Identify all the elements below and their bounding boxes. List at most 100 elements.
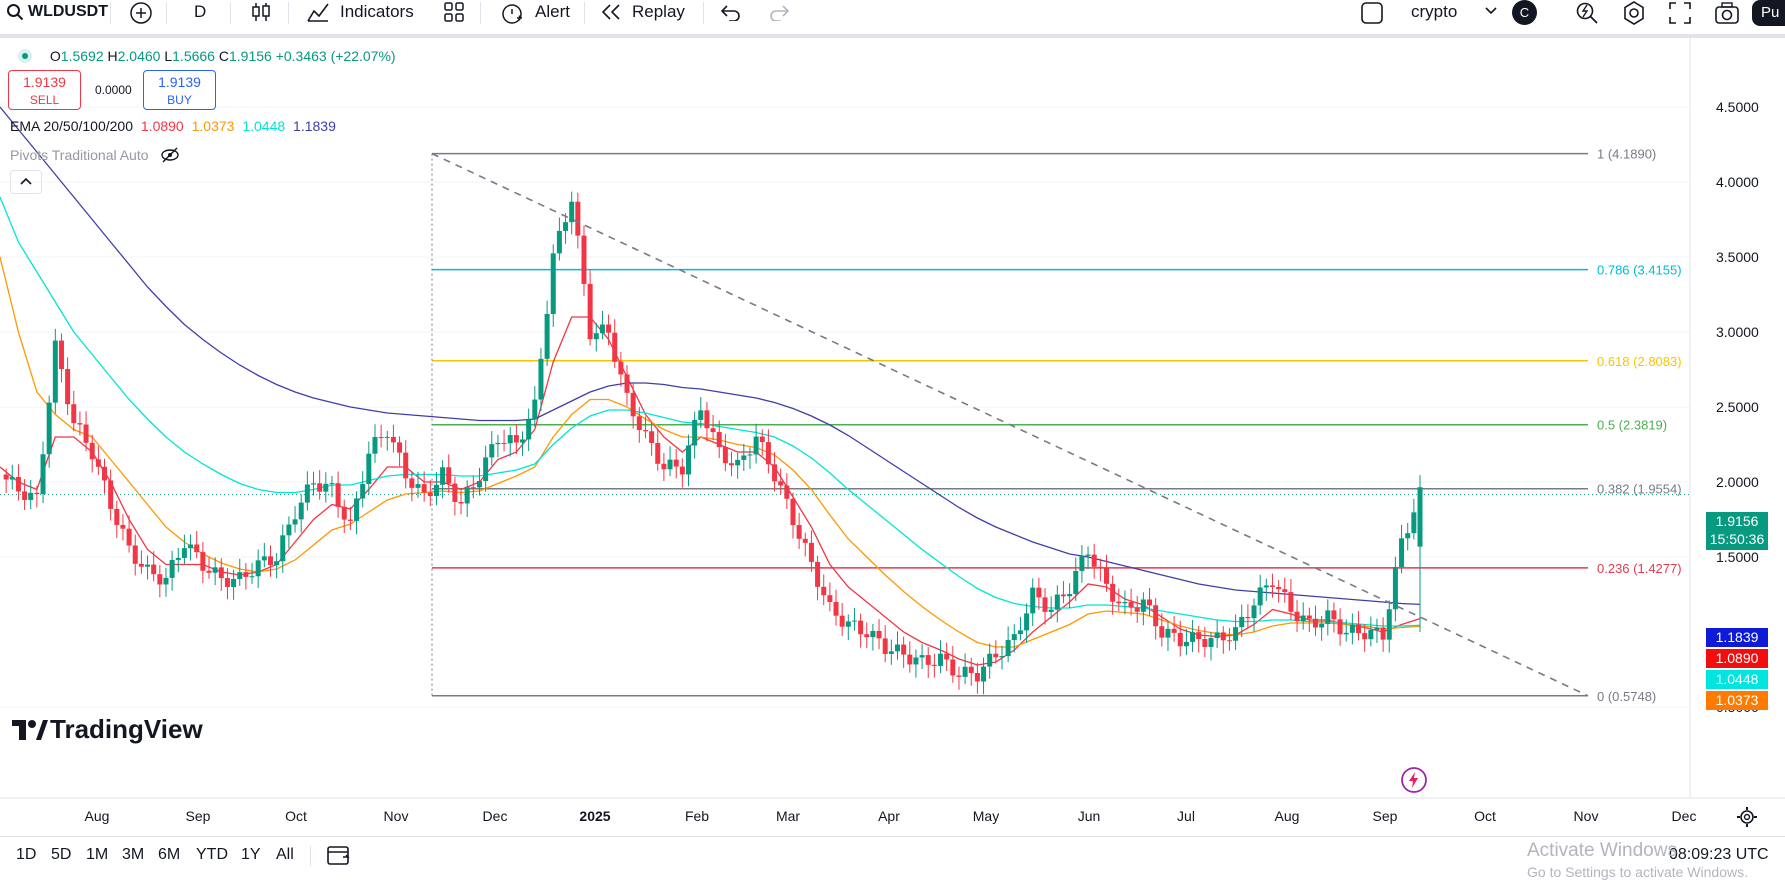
time-axis[interactable]: Aug Sep Oct Nov Dec 2025 Feb Mar Apr May Jun Jul Aug… [85, 808, 1697, 824]
candle-body [1177, 632, 1183, 647]
tradingview-logo[interactable]: TradingView [12, 714, 203, 744]
candle-body [581, 235, 587, 284]
candle-body [1362, 633, 1368, 640]
candle-body [1294, 611, 1300, 622]
candle-body [636, 416, 642, 431]
candles-icon[interactable] [250, 1, 272, 23]
candle-body [28, 492, 34, 500]
price-axis[interactable]: 4.5000 4.0000 3.5000 3.0000 2.5000 2.0000 1.50… [1716, 99, 1759, 715]
undo-icon[interactable] [720, 3, 742, 21]
time-axis-label: Nov [1574, 808, 1599, 824]
alarm-clock-icon[interactable] [500, 1, 524, 25]
candle-body [1159, 626, 1165, 638]
indicators-button[interactable]: Indicators [340, 2, 414, 21]
candle-body [1005, 640, 1011, 657]
candle-body [981, 666, 987, 682]
candle-body [735, 459, 741, 466]
candle-body [34, 492, 40, 495]
divider [584, 2, 585, 24]
candle-body [1257, 587, 1263, 606]
candle-body [729, 463, 735, 466]
candle-body [1079, 555, 1085, 571]
fib-level-label: 0.5 (2.3819) [1597, 418, 1667, 433]
ema-legend[interactable]: EMA 20/50/100/200 1.0890 1.0373 1.0448 1… [10, 118, 336, 134]
candle-body [513, 435, 519, 443]
utc-clock[interactable]: 08:09:23 UTC [1669, 846, 1769, 863]
layout-square-icon[interactable] [1360, 1, 1384, 25]
candle-body [323, 483, 329, 492]
fibonacci-retracement[interactable]: 1 (4.1890) 0.786 (3.4155) 0.618 (2.8083) 0.… [0, 147, 1690, 704]
candle-body [569, 201, 575, 223]
buy-button[interactable]: 1.9139 BUY [143, 70, 216, 110]
avatar[interactable]: C [1512, 0, 1537, 25]
candle-body [261, 556, 267, 561]
candle-body [452, 483, 458, 502]
chevron-down-icon[interactable] [1484, 5, 1498, 17]
symbol-status-dot [18, 49, 32, 63]
publish-button[interactable]: Pu [1752, 0, 1785, 26]
activate-windows-subtitle: Go to Settings to activate Windows. [1527, 864, 1748, 880]
candle-body [274, 561, 280, 566]
candle-body [593, 333, 599, 340]
interval-button[interactable]: D [194, 2, 207, 21]
eye-hidden-icon[interactable] [160, 147, 180, 163]
time-axis-label: Oct [285, 808, 307, 824]
candle-body [1368, 630, 1374, 640]
chart-pane[interactable]: 1 (4.1890) 0.786 (3.4155) 0.618 (2.8083) 0.… [0, 38, 1785, 877]
date-range-calendar-icon[interactable] [326, 843, 352, 867]
symbol-search[interactable]: WLDUSDT [28, 3, 108, 20]
price-axis-label: 4.5000 [1716, 99, 1759, 115]
candle-body [415, 484, 421, 488]
spread-value: 0.0000 [95, 83, 132, 97]
candle-body [1251, 605, 1257, 619]
candle-body [563, 222, 569, 231]
price-axis-label: 3.5000 [1716, 249, 1759, 265]
replay-button[interactable]: Replay [632, 2, 685, 21]
compare-plus-icon[interactable] [129, 1, 153, 25]
time-range-1y[interactable]: 1Y [241, 846, 261, 863]
camera-snapshot-icon[interactable] [1714, 1, 1740, 25]
candle-body [790, 498, 796, 526]
layout-name[interactable]: crypto [1411, 2, 1458, 21]
time-range-3m[interactable]: 3M [122, 846, 145, 863]
time-range-1d[interactable]: 1D [16, 846, 37, 863]
redo-icon[interactable] [768, 3, 790, 21]
templates-icon[interactable] [444, 2, 464, 22]
candle-body [89, 442, 95, 460]
alert-button[interactable]: Alert [535, 2, 570, 21]
collapse-legend-button[interactable] [10, 170, 42, 194]
time-range-1m[interactable]: 1M [86, 846, 109, 863]
search-icon[interactable] [6, 3, 24, 21]
time-range-ytd[interactable]: YTD [196, 846, 228, 863]
time-range-6m[interactable]: 6M [158, 846, 181, 863]
candle-body [1196, 632, 1202, 639]
fullscreen-icon[interactable] [1668, 1, 1692, 25]
divider [310, 846, 311, 866]
candle-body [876, 630, 882, 639]
time-range-5d[interactable]: 5D [51, 846, 72, 863]
candle-body [249, 576, 255, 578]
candle-body [286, 524, 292, 536]
candle-body [360, 484, 366, 499]
replay-rewind-icon[interactable] [600, 3, 622, 21]
lightning-badge-icon[interactable] [1400, 766, 1428, 794]
bottom-toolbar [0, 836, 1785, 878]
candle-body [1319, 623, 1325, 628]
price-chart[interactable]: 1 (4.1890) 0.786 (3.4155) 0.618 (2.8083) 0.… [0, 38, 1785, 838]
sell-button[interactable]: 1.9139 SELL [8, 70, 81, 110]
time-range-all[interactable]: All [276, 846, 294, 863]
candle-body [1356, 624, 1362, 634]
pivots-legend[interactable]: Pivots Traditional Auto [10, 144, 180, 163]
indicators-icon[interactable] [306, 1, 330, 23]
candle-body [1337, 619, 1343, 635]
settings-gear-icon[interactable] [1621, 0, 1647, 26]
quick-search-icon[interactable] [1574, 0, 1600, 26]
axis-settings-gear-icon[interactable] [1736, 806, 1758, 828]
trendline[interactable] [431, 152, 1589, 697]
candle-body [851, 620, 857, 622]
candle-body [827, 595, 833, 603]
candle-body [907, 654, 913, 665]
pivots-label: Pivots Traditional Auto [10, 147, 149, 163]
time-axis-label: Dec [483, 808, 508, 824]
open-value: 1.5692 [60, 48, 104, 64]
